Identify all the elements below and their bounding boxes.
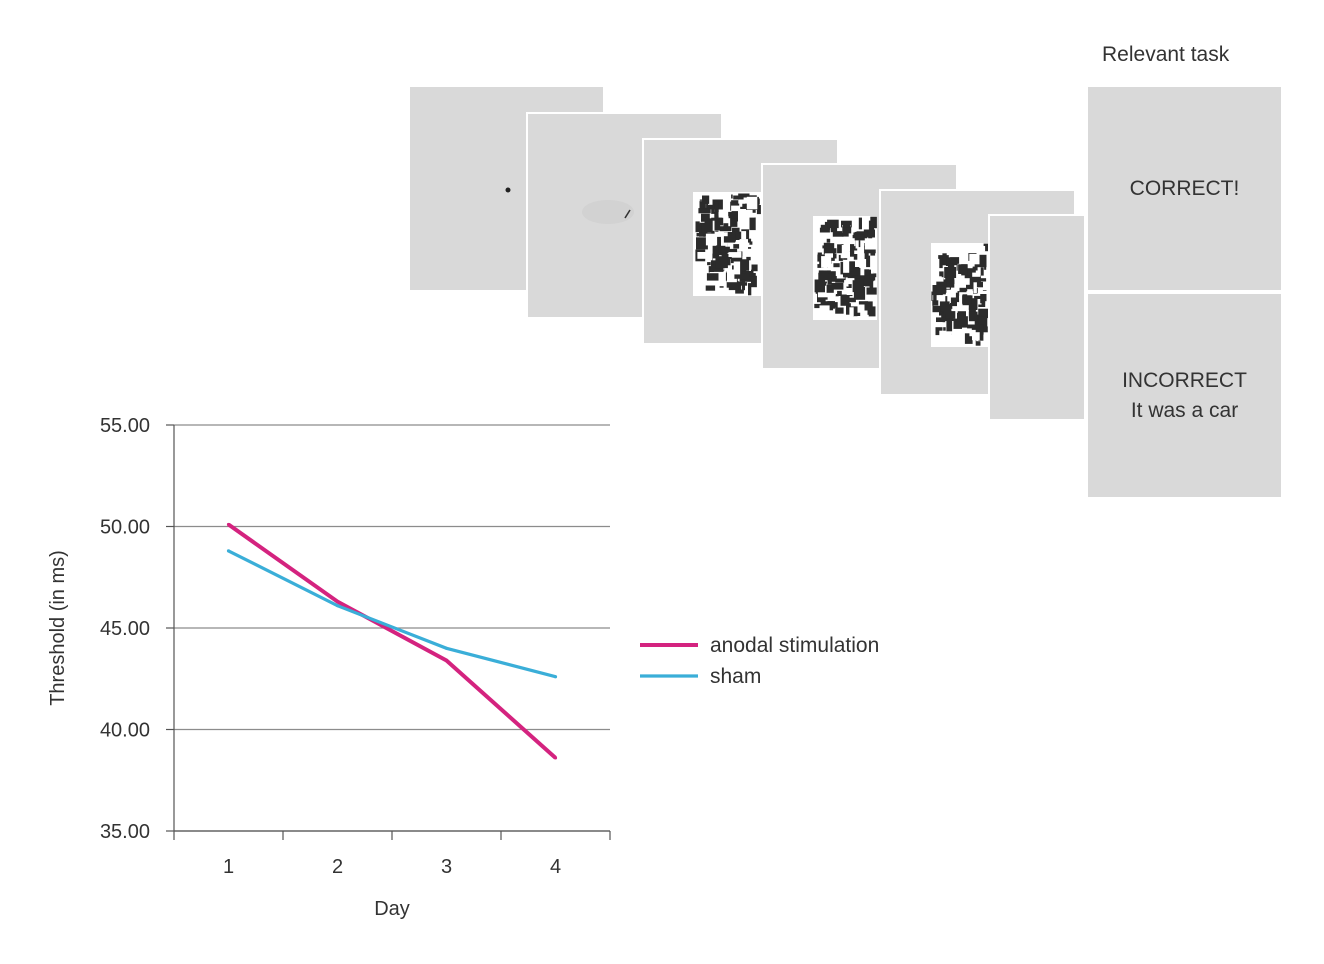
fixation-dot-icon <box>505 187 511 193</box>
feedback-incorrect-screen: INCORRECT It was a car <box>1088 294 1281 497</box>
series-line-anodal-stimulation <box>227 522 557 760</box>
x-tick-label: 1 <box>223 856 234 878</box>
relevant-task-title: Relevant task <box>1102 43 1230 66</box>
noise-image-1 <box>693 192 761 296</box>
feedback-incorrect-subtext: It was a car <box>1130 398 1239 422</box>
data-point-anodal-stimulation <box>444 658 449 663</box>
x-tick-label: 4 <box>550 856 561 878</box>
data-point-sham <box>444 646 449 650</box>
threshold-line-chart: 35.00 40.00 45.00 50.00 55.00 1 2 3 4 Day Threshol… <box>47 415 879 920</box>
noise-image-3 <box>931 243 989 347</box>
x-axis-label: Day <box>374 898 410 920</box>
x-tick-label: 2 <box>332 856 343 878</box>
data-point-anodal-stimulation <box>553 756 558 760</box>
feedback-correct-screen: CORRECT! <box>1088 87 1281 290</box>
y-axis-label: Threshold (in ms) <box>47 550 69 706</box>
data-point-sham <box>335 604 340 608</box>
noise-image-2 <box>813 216 877 320</box>
y-tick-label: 45.00 <box>100 618 150 640</box>
data-point-anodal-stimulation <box>335 600 340 604</box>
y-tick-label: 50.00 <box>100 517 150 539</box>
data-point-anodal-stimulation <box>226 522 231 527</box>
y-tick-label: 35.00 <box>100 821 150 843</box>
x-tick-label: 3 <box>441 856 452 878</box>
feedback-correct-text: CORRECT! <box>1129 176 1240 200</box>
cue-mark-icon <box>582 200 634 224</box>
legend-label: anodal stimulation <box>710 634 879 657</box>
y-tick-label: 55.00 <box>100 415 150 437</box>
legend-label: sham <box>710 665 761 688</box>
y-tick-label: 40.00 <box>100 720 150 742</box>
blank-frame <box>988 214 1086 421</box>
series-line-sham <box>227 549 556 679</box>
feedback-incorrect-text: INCORRECT <box>1122 368 1247 392</box>
data-point-sham <box>226 549 231 553</box>
data-point-sham <box>553 675 558 679</box>
